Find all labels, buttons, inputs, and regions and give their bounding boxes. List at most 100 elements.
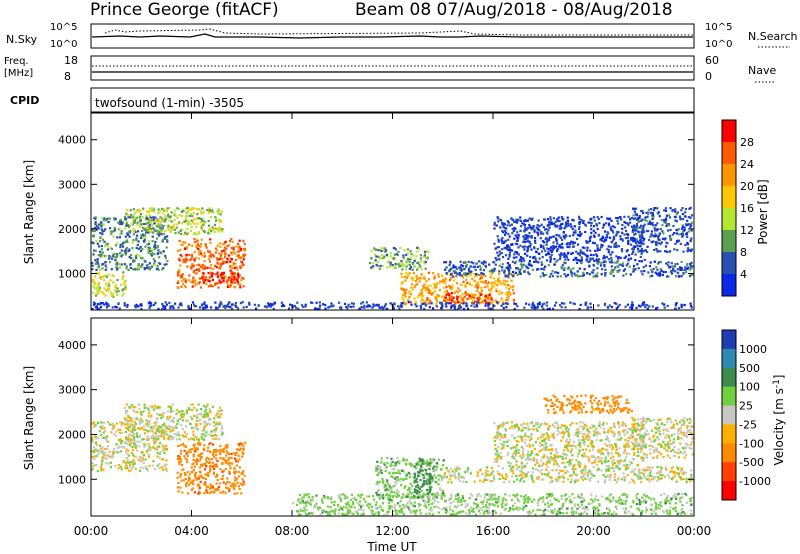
range-gate-cell [634, 237, 637, 240]
range-gate-cell [244, 249, 247, 252]
range-gate-cell [140, 304, 143, 307]
range-gate-cell [360, 302, 363, 305]
range-gate-cell [615, 245, 618, 249]
range-gate-cell [578, 217, 581, 220]
range-gate-cell [450, 267, 453, 270]
range-gate-cell [203, 425, 206, 428]
range-gate-cell [419, 462, 422, 465]
range-gate-cell [125, 462, 128, 465]
range-gate-cell [151, 240, 154, 243]
range-gate-cell [407, 273, 410, 276]
range-gate-cell [565, 256, 568, 259]
range-gate-cell [201, 414, 204, 417]
range-gate-cell [562, 217, 565, 221]
range-gate-cell [522, 263, 525, 266]
range-gate-cell [539, 237, 542, 240]
range-gate-cell [125, 448, 128, 451]
range-gate-cell [458, 302, 461, 305]
range-gate-cell [512, 292, 515, 295]
range-gate-cell [212, 472, 216, 475]
range-gate-cell [102, 468, 105, 471]
range-gate-cell [177, 257, 180, 260]
range-gate-cell [592, 225, 596, 228]
range-gate-cell [611, 225, 614, 228]
range-gate-cell [576, 237, 579, 241]
range-gate-cell [485, 300, 488, 303]
range-gate-cell [242, 444, 245, 447]
range-gate-cell [218, 304, 221, 307]
range-gate-cell [182, 209, 185, 213]
range-gate-cell [198, 487, 201, 490]
range-gate-cell [237, 256, 241, 260]
range-gate-cell [556, 225, 559, 228]
range-gate-cell [415, 480, 418, 483]
range-gate-cell [104, 264, 107, 267]
range-gate-cell [114, 259, 117, 262]
range-gate-cell [164, 215, 167, 218]
range-gate-cell [231, 253, 234, 256]
range-gate-cell [156, 246, 159, 249]
range-gate-cell [130, 467, 133, 470]
range-gate-cell [238, 245, 241, 248]
range-gate-cell [372, 303, 375, 306]
range-gate-cell [479, 268, 482, 271]
range-gate-cell [454, 265, 457, 269]
range-gate-cell [417, 486, 420, 489]
range-gate-cell [232, 246, 235, 249]
range-gate-cell [135, 210, 138, 213]
range-gate-cell [167, 434, 170, 437]
range-gate-cell [444, 282, 447, 285]
range-gate-cell [683, 303, 686, 307]
range-gate-cell [513, 308, 516, 311]
range-gate-cell [172, 426, 175, 429]
range-gate-cell [153, 243, 157, 246]
range-gate-cell [128, 255, 131, 258]
range-gate-cell [126, 439, 129, 442]
range-gate-cell [587, 241, 590, 244]
range-gate-cell [444, 296, 447, 299]
range-gate-cell [408, 492, 411, 495]
range-gate-cell [217, 274, 220, 277]
range-gate-cell [597, 260, 600, 263]
range-gate-cell [560, 306, 563, 309]
range-gate-cell [222, 271, 225, 274]
range-gate-cell [153, 431, 156, 434]
range-gate-cell [389, 263, 392, 266]
range-gate-cell [176, 476, 179, 479]
range-gate-cell [135, 303, 138, 306]
range-gate-cell [441, 296, 444, 299]
range-gate-cell [91, 438, 94, 441]
range-gate-cell [463, 267, 466, 271]
range-gate-cell [130, 222, 133, 225]
range-gate-cell [657, 274, 660, 277]
range-gate-cell [140, 451, 143, 454]
range-gate-cell [610, 256, 613, 259]
range-gate-cell [496, 216, 499, 219]
range-gate-cell [483, 296, 486, 299]
range-gate-cell [395, 492, 399, 495]
range-gate-cell [202, 405, 206, 408]
range-gate-cell [208, 443, 211, 446]
range-gate-cell [607, 251, 610, 254]
range-gate-cell [429, 482, 432, 485]
range-gate-cell [99, 232, 102, 235]
range-gate-cell [139, 417, 142, 420]
range-gate-cell [593, 235, 596, 238]
range-gate-cell [94, 249, 97, 252]
range-gate-cell [205, 283, 208, 286]
range-gate-cell [677, 271, 680, 274]
range-gate-cell [540, 250, 544, 253]
range-gate-cell [217, 286, 220, 289]
range-gate-cell [518, 259, 521, 262]
range-gate-cell [397, 490, 400, 493]
range-gate-cell [624, 226, 627, 229]
range-gate-cell [195, 463, 198, 466]
range-gate-cell [91, 268, 94, 271]
range-gate-cell [161, 458, 164, 461]
range-gate-cell [94, 217, 97, 220]
range-gate-cell [688, 249, 691, 252]
range-gate-cell [417, 471, 420, 474]
range-gate-cell [212, 255, 216, 258]
range-gate-cell [385, 465, 388, 469]
range-gate-cell [120, 249, 123, 252]
